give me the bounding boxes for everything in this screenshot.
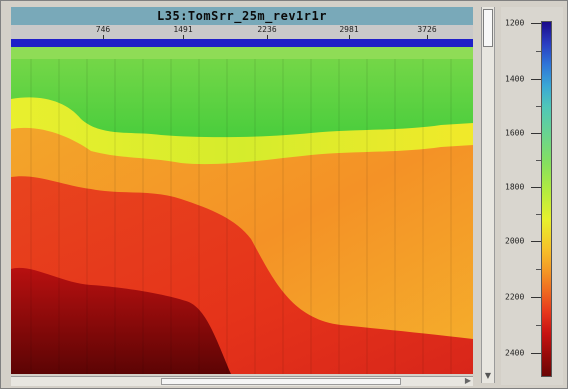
color-scale-tick: [531, 79, 541, 80]
color-scale-label: 2400: [505, 348, 525, 358]
color-scale-label: 1800: [505, 182, 525, 192]
x-tick-label: 746: [95, 25, 111, 34]
color-scale-tick: [531, 297, 541, 298]
color-scale-minor-tick: [536, 214, 541, 215]
horizontal-scrollbar[interactable]: ▶: [11, 376, 473, 386]
color-scale-tick: [531, 133, 541, 134]
shallow-layer: [11, 47, 473, 59]
vertical-scrollbar[interactable]: ▼: [481, 7, 495, 383]
scroll-right-arrow-icon[interactable]: ▶: [464, 376, 471, 385]
scroll-down-arrow-icon[interactable]: ▼: [484, 371, 492, 380]
window-title: L35:TomSrr_25m_rev1r1r: [11, 7, 473, 25]
x-tick-mark: [183, 35, 184, 39]
color-scale-minor-tick: [536, 160, 541, 161]
color-scale-tick: [531, 23, 541, 24]
color-scale-label: 2200: [505, 292, 525, 302]
x-tick-label: 2236: [257, 25, 277, 34]
color-scale-minor-tick: [536, 269, 541, 270]
color-scale-tick: [531, 241, 541, 242]
color-scale-minor-tick: [536, 51, 541, 52]
x-tick-label: 1491: [173, 25, 193, 34]
x-tick-mark: [103, 35, 104, 39]
color-scale-label: 1400: [505, 74, 525, 84]
velocity-section-image: [11, 39, 473, 374]
color-scale-minor-tick: [536, 325, 541, 326]
color-scale-minor-tick: [536, 106, 541, 107]
color-scale-panel: 1200 1400 1600 1800 2000 2200 2400: [501, 7, 563, 385]
x-tick-mark: [349, 35, 350, 39]
x-tick-mark: [427, 35, 428, 39]
x-tick-mark: [267, 35, 268, 39]
vertical-scroll-thumb[interactable]: [483, 9, 493, 47]
water-band: [11, 39, 473, 47]
color-scale-bar: [541, 21, 552, 377]
x-tick-label: 2981: [339, 25, 359, 34]
trace-lines: [30, 59, 452, 374]
color-scale-tick: [531, 187, 541, 188]
horizontal-scroll-thumb[interactable]: [161, 378, 401, 385]
velocity-section-plot[interactable]: [11, 39, 473, 374]
color-scale-label: 2000: [505, 236, 525, 246]
color-scale-label: 1200: [505, 18, 525, 28]
deep-layer: [11, 267, 231, 374]
x-axis: 746 1491 2236 2981 3726: [11, 25, 473, 40]
color-scale-label: 1600: [505, 128, 525, 138]
color-scale-tick: [531, 353, 541, 354]
x-tick-label: 3726: [417, 25, 437, 34]
